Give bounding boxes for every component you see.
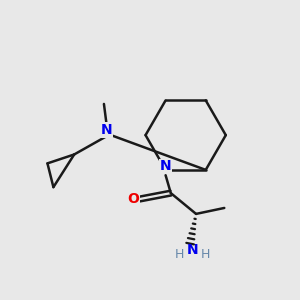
Text: H: H [201, 248, 210, 261]
Text: N: N [187, 243, 198, 257]
Text: H: H [175, 248, 184, 261]
Text: N: N [160, 159, 171, 173]
Text: N: N [101, 123, 113, 137]
Text: O: O [127, 192, 139, 206]
